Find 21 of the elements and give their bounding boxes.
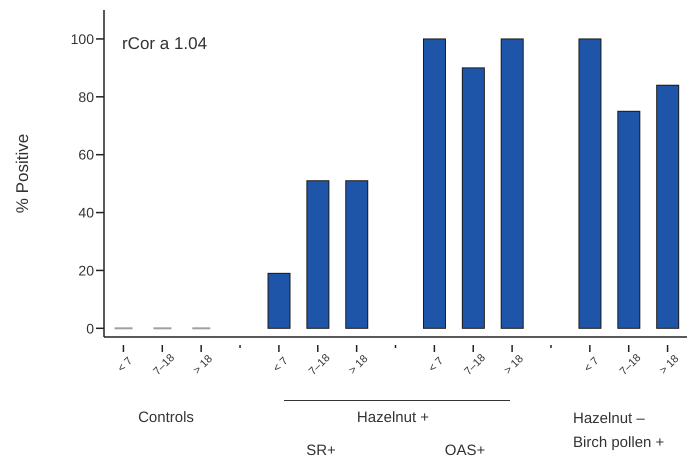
- x-tick-label: > 18: [346, 352, 370, 377]
- y-tick-label: 20: [78, 262, 94, 278]
- x-tick-label: > 18: [191, 352, 215, 377]
- text: Controls: [138, 409, 194, 426]
- x-tick-label: > 18: [502, 352, 526, 377]
- text: Hazelnut +: [356, 409, 430, 426]
- y-axis-title: % Positive: [13, 134, 32, 214]
- y-tick-label: 0: [86, 320, 94, 336]
- y-tick-label: 100: [70, 30, 94, 47]
- x-tick-label: < 7: [271, 355, 291, 375]
- x-tick-label: < 7: [116, 355, 136, 375]
- x-tick-label: < 7: [426, 355, 446, 375]
- y-tick-label: 80: [78, 88, 94, 105]
- text: SR+: [306, 442, 336, 459]
- y-tick-label: 60: [78, 146, 94, 163]
- text: OAS+: [444, 442, 486, 459]
- x-tick-label: < 7: [582, 355, 602, 375]
- annotation: rCor a 1.04: [122, 34, 208, 54]
- text: Hazelnut – Birch pollen +: [573, 409, 666, 453]
- x-tick-label: > 18: [658, 352, 682, 377]
- y-tick-label: 40: [78, 204, 94, 221]
